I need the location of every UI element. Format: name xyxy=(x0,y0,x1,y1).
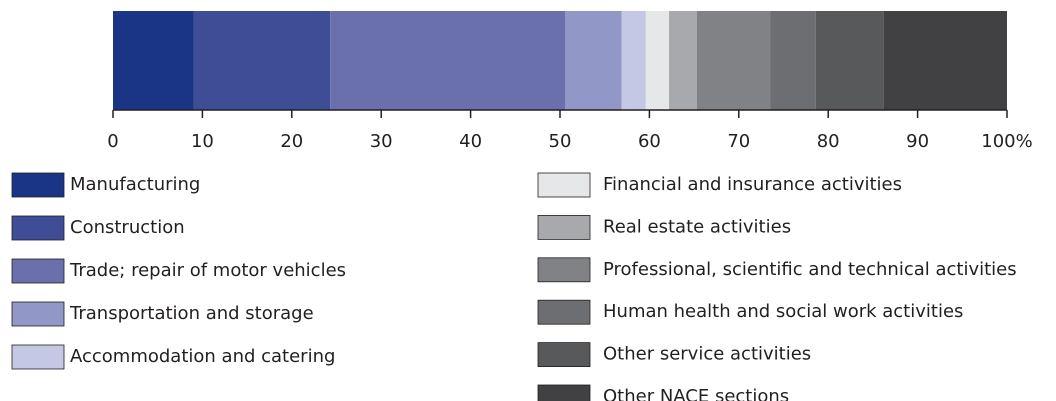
legend-swatch xyxy=(537,342,591,368)
legend-swatch xyxy=(537,172,591,198)
x-tick-label: 90 xyxy=(906,131,929,152)
x-tick-label: 70 xyxy=(727,131,750,152)
bar-segment xyxy=(621,11,646,110)
legend-label: Manufacturing xyxy=(70,174,200,195)
legend-swatch xyxy=(11,301,65,327)
bar-segment xyxy=(330,11,566,110)
legend-label: Real estate activities xyxy=(603,216,791,237)
x-tick-label: 10 xyxy=(191,131,214,152)
legend-label: Human health and social work activities xyxy=(603,301,963,322)
legend-swatch xyxy=(537,384,591,401)
legend-label: Trade; repair of motor vehicles xyxy=(69,260,346,281)
bar-segment xyxy=(669,11,697,110)
x-tick-label: 30 xyxy=(370,131,393,152)
bar-segment xyxy=(565,11,622,110)
x-tick-label: 100% xyxy=(981,131,1032,152)
legend-swatch xyxy=(11,258,65,284)
legend-label: Other NACE sections xyxy=(603,386,789,401)
legend-swatch xyxy=(11,172,65,198)
legend-label: Professional, scientific and technical a… xyxy=(603,259,1017,280)
bar-segment xyxy=(883,11,1007,110)
legend-label: Other service activities xyxy=(603,344,811,365)
legend-swatch xyxy=(537,299,591,325)
bar-segment xyxy=(113,11,194,110)
bar-segment xyxy=(770,11,816,110)
legend-label: Construction xyxy=(70,217,185,238)
bar-segment xyxy=(815,11,884,110)
legend-swatch xyxy=(11,344,65,370)
legend-swatch xyxy=(537,214,591,240)
x-tick-label: 80 xyxy=(817,131,840,152)
bar-segment xyxy=(696,11,771,110)
x-tick-label: 0 xyxy=(107,131,118,152)
legend-label: Transportation and storage xyxy=(69,303,314,324)
legend-label: Accommodation and catering xyxy=(70,346,335,367)
legend-label: Financial and insurance activities xyxy=(603,174,902,195)
legend-swatch xyxy=(537,257,591,283)
x-tick-label: 40 xyxy=(459,131,482,152)
legend-swatch xyxy=(11,215,65,241)
x-tick-label: 50 xyxy=(549,131,572,152)
bar-segment xyxy=(645,11,670,110)
bar-segment xyxy=(193,11,331,110)
x-tick-label: 60 xyxy=(638,131,661,152)
x-tick-label: 20 xyxy=(280,131,303,152)
